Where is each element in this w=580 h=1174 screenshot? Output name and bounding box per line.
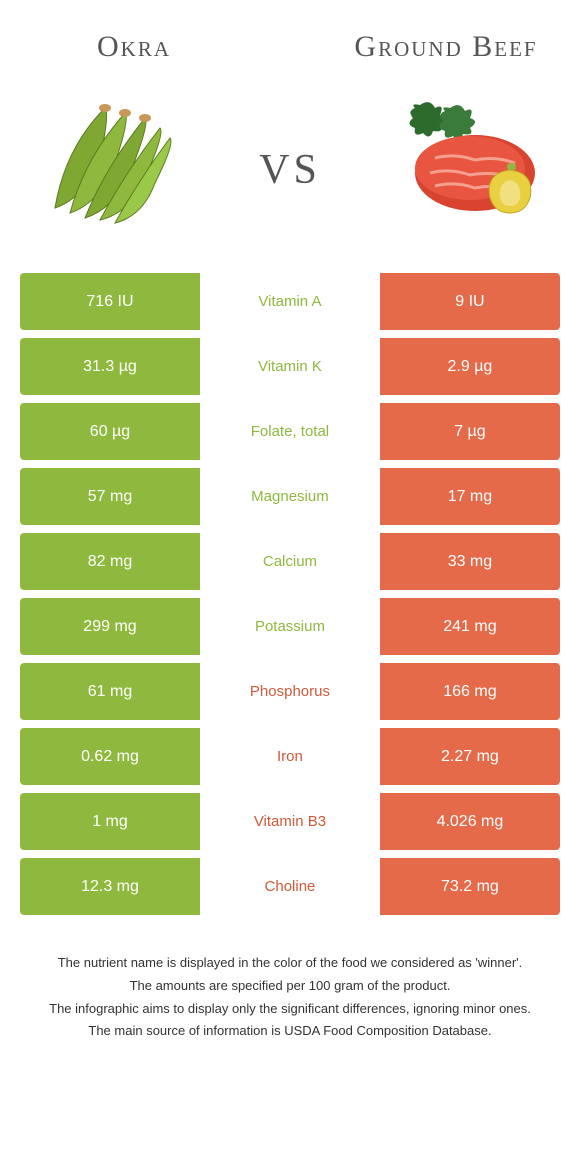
left-value: 61 mg	[20, 663, 200, 720]
right-value: 17 mg	[380, 468, 560, 525]
footer-line: The main source of information is USDA F…	[40, 1021, 540, 1042]
table-row: 1 mgVitamin B34.026 mg	[20, 793, 560, 850]
nutrient-label: Choline	[200, 858, 380, 915]
nutrient-label: Vitamin A	[200, 273, 380, 330]
footer-line: The amounts are specified per 100 gram o…	[40, 976, 540, 997]
vs-label: vs	[259, 129, 321, 198]
footer-notes: The nutrient name is displayed in the co…	[0, 923, 580, 1042]
table-row: 299 mgPotassium241 mg	[20, 598, 560, 655]
footer-line: The nutrient name is displayed in the co…	[40, 953, 540, 974]
right-food-title: Ground Beef	[342, 30, 550, 63]
beef-icon	[375, 88, 555, 238]
left-food-title: Okra	[30, 30, 238, 63]
left-value: 57 mg	[20, 468, 200, 525]
nutrient-label: Folate, total	[200, 403, 380, 460]
table-row: 31.3 µgVitamin K2.9 µg	[20, 338, 560, 395]
left-value: 12.3 mg	[20, 858, 200, 915]
images-row: vs	[0, 73, 580, 273]
table-row: 0.62 mgIron2.27 mg	[20, 728, 560, 785]
table-row: 82 mgCalcium33 mg	[20, 533, 560, 590]
right-value: 33 mg	[380, 533, 560, 590]
nutrient-label: Iron	[200, 728, 380, 785]
right-value: 2.9 µg	[380, 338, 560, 395]
table-row: 61 mgPhosphorus166 mg	[20, 663, 560, 720]
nutrient-label: Vitamin K	[200, 338, 380, 395]
nutrient-table: 716 IUVitamin A9 IU 31.3 µgVitamin K2.9 µ…	[0, 273, 580, 915]
table-row: 57 mgMagnesium17 mg	[20, 468, 560, 525]
left-value: 716 IU	[20, 273, 200, 330]
right-value: 73.2 mg	[380, 858, 560, 915]
header: Okra Ground Beef	[0, 0, 580, 73]
right-value: 2.27 mg	[380, 728, 560, 785]
left-value: 1 mg	[20, 793, 200, 850]
right-value: 241 mg	[380, 598, 560, 655]
right-value: 9 IU	[380, 273, 560, 330]
left-value: 82 mg	[20, 533, 200, 590]
okra-image	[20, 83, 210, 243]
table-row: 60 µgFolate, total7 µg	[20, 403, 560, 460]
okra-icon	[25, 88, 205, 238]
right-value: 4.026 mg	[380, 793, 560, 850]
right-value: 166 mg	[380, 663, 560, 720]
right-value: 7 µg	[380, 403, 560, 460]
nutrient-label: Potassium	[200, 598, 380, 655]
nutrient-label: Vitamin B3	[200, 793, 380, 850]
left-value: 31.3 µg	[20, 338, 200, 395]
footer-line: The infographic aims to display only the…	[40, 999, 540, 1020]
beef-image	[370, 83, 560, 243]
left-value: 60 µg	[20, 403, 200, 460]
nutrient-label: Calcium	[200, 533, 380, 590]
table-row: 12.3 mgCholine73.2 mg	[20, 858, 560, 915]
nutrient-label: Magnesium	[200, 468, 380, 525]
nutrient-label: Phosphorus	[200, 663, 380, 720]
left-value: 0.62 mg	[20, 728, 200, 785]
table-row: 716 IUVitamin A9 IU	[20, 273, 560, 330]
left-value: 299 mg	[20, 598, 200, 655]
